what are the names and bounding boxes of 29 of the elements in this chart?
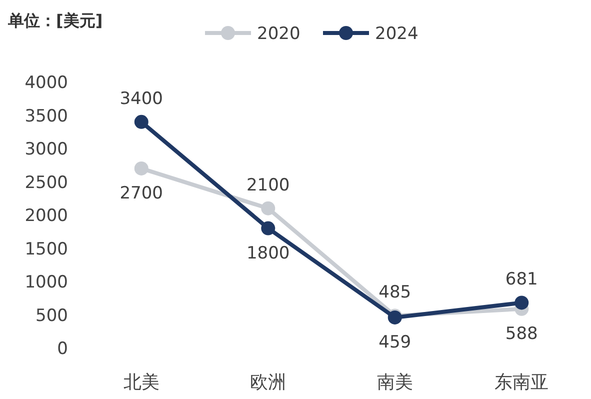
point [134, 114, 148, 129]
legend-label: 2024 [375, 24, 418, 44]
point [261, 221, 276, 236]
data-label: 2700 [120, 183, 164, 204]
y-tick-label: 4000 [24, 73, 68, 93]
data-label: 681 [505, 270, 538, 290]
legend-label: 2020 [257, 24, 300, 44]
data-label: 2100 [246, 175, 290, 196]
y-tick-label: 3500 [24, 106, 68, 126]
y-tick-label: 2000 [24, 206, 68, 226]
data-label: 485 [378, 282, 412, 303]
y-tick-label: 0 [57, 339, 68, 359]
point [261, 201, 276, 216]
y-axis-title: 单位：[美元] [7, 11, 103, 30]
x-tick-label: 南美 [376, 372, 413, 393]
y-tick-label: 1500 [24, 239, 68, 260]
data-label: 3400 [120, 88, 164, 109]
x-tick-label: 欧洲 [250, 372, 286, 393]
y-tick-label: 1000 [24, 272, 68, 292]
data-label: 588 [505, 324, 538, 344]
y-tick-label: 2500 [24, 172, 68, 193]
point [134, 161, 148, 176]
data-label: 459 [378, 332, 412, 352]
x-tick-label: 北美 [123, 372, 160, 393]
point [514, 296, 529, 310]
y-tick-label: 3000 [24, 140, 68, 160]
data-label: 1800 [246, 243, 290, 264]
y-tick-label: 500 [36, 306, 68, 326]
x-tick-label: 东南亚 [494, 372, 549, 393]
